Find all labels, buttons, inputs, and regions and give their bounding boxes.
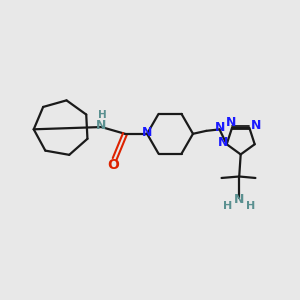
Text: N: N	[96, 119, 106, 132]
Text: H: H	[224, 201, 233, 211]
Text: H: H	[246, 201, 255, 211]
Text: N: N	[225, 116, 236, 129]
Text: N: N	[234, 193, 244, 206]
Text: N: N	[142, 126, 152, 139]
Text: N: N	[250, 119, 261, 132]
Text: N: N	[215, 121, 225, 134]
Text: H: H	[98, 110, 106, 120]
Text: N: N	[218, 136, 228, 149]
Text: O: O	[107, 158, 119, 172]
